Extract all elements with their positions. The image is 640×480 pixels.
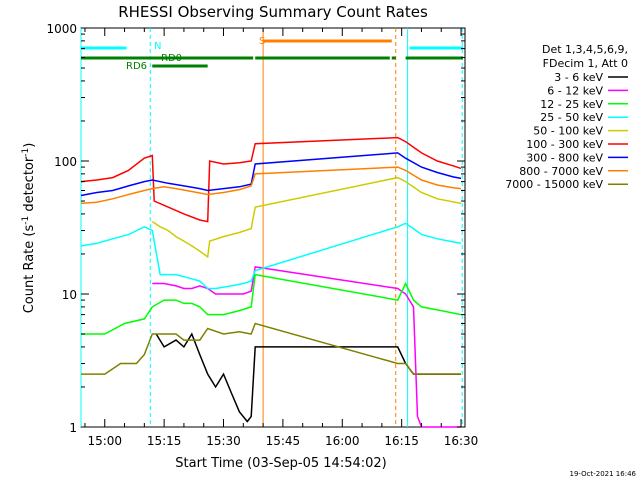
timestamp: 19-Oct-2021 16:46 [570, 470, 637, 478]
series-lines [80, 136, 462, 428]
series-line-6 [80, 152, 462, 197]
legend-header-2: FDecim 1, Att 0 [543, 57, 628, 70]
x-tick-label-0: 15:00 [87, 434, 122, 448]
y-tick-label-1: 10 [62, 288, 77, 302]
x-tick-label-1: 15:15 [147, 434, 182, 448]
series-line-7 [80, 166, 462, 205]
legend-label-5: 100 - 300 keV [526, 138, 603, 151]
series-line-2 [81, 273, 462, 335]
chart-title: RHESSI Observing Summary Count Rates [118, 3, 428, 21]
legend: Det 1,3,4,5,6,9, FDecim 1, Att 0 3 - 6 k… [505, 43, 628, 191]
flag-label-s: S [259, 36, 265, 47]
legend-label-1: 6 - 12 keV [547, 84, 603, 97]
legend-label-8: 7000 - 15000 keV [505, 178, 603, 191]
flag-bars: S N RD0 RD6 [81, 36, 464, 72]
y-tick-label-0: 1 [69, 421, 77, 435]
series-line-8 [81, 322, 461, 375]
y-tick-label-2: 100 [54, 155, 77, 169]
legend-label-4: 50 - 100 keV [533, 125, 603, 138]
x-tick-label-5: 16:15 [384, 434, 419, 448]
x-tick-label-6: 16:30 [444, 434, 479, 448]
event-markers [80, 28, 463, 427]
x-tick-label-4: 16:00 [325, 434, 360, 448]
series-line-4 [151, 176, 462, 259]
legend-label-6: 300 - 800 keV [526, 151, 603, 164]
x-axis: 15:00 15:15 15:30 15:45 16:00 16:15 16:30 [84, 28, 479, 448]
series-line-5 [80, 136, 462, 223]
legend-label-7: 800 - 7000 keV [519, 165, 603, 178]
flag-label-rd6: RD6 [126, 61, 147, 72]
legend-header-1: Det 1,3,4,5,6,9, [542, 43, 628, 56]
x-tick-label-3: 15:45 [266, 434, 301, 448]
series-line-3 [80, 222, 462, 290]
legend-label-0: 3 - 6 keV [554, 71, 603, 84]
legend-label-3: 25 - 50 keV [540, 111, 603, 124]
legend-label-2: 12 - 25 keV [540, 98, 603, 111]
y-tick-label-3: 1000 [46, 22, 77, 36]
x-tick-label-2: 15:30 [206, 434, 241, 448]
x-axis-label: Start Time (03-Sep-05 14:54:02) [175, 456, 386, 471]
y-axis: 1 10 100 1000 [46, 22, 465, 435]
flag-label-n: N [154, 41, 161, 52]
y-axis-label: Count Rate (s-1 detector-1) [21, 143, 37, 314]
series-line-1 [152, 266, 461, 428]
